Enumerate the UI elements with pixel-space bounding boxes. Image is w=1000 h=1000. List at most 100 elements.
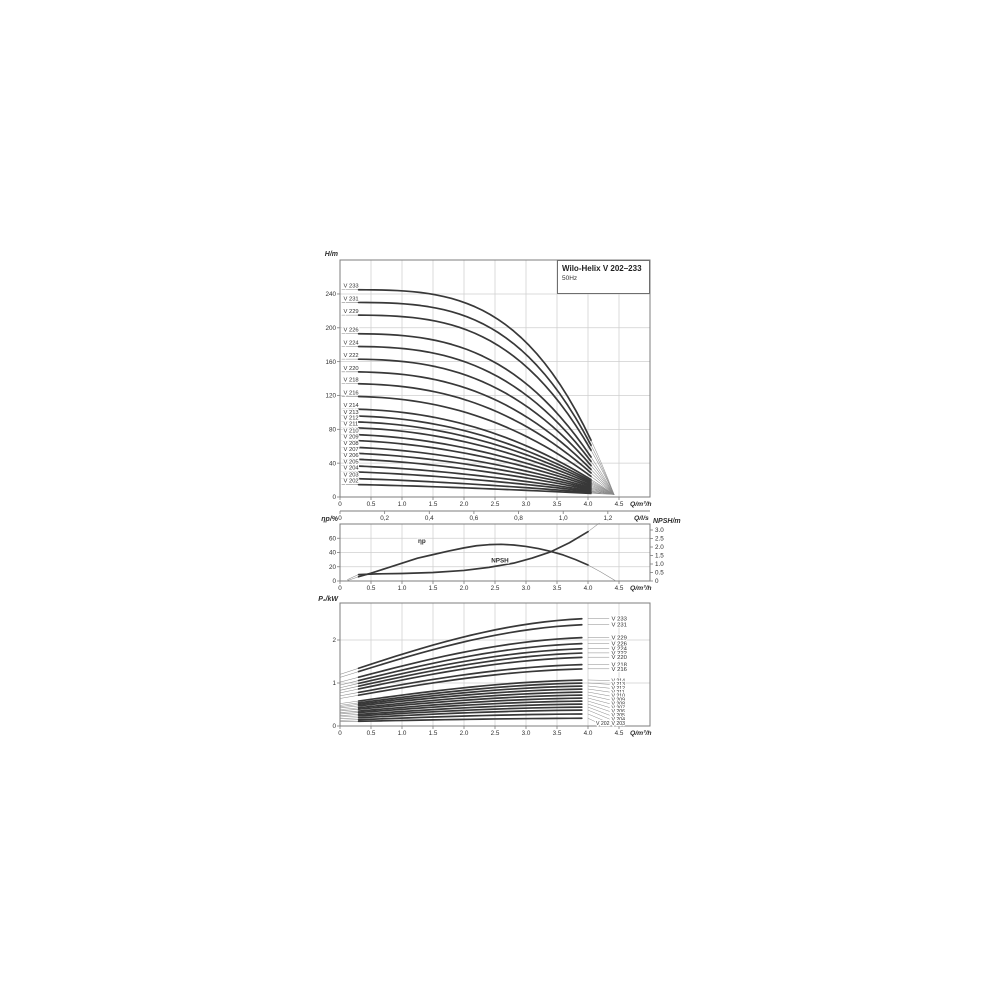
tick-label: 1.5	[655, 553, 664, 560]
curve-lead-V 220	[339, 688, 359, 694]
tick-label: 0.5	[655, 570, 664, 577]
curve-V 208	[357, 697, 583, 712]
tick-label: 4.5	[615, 501, 624, 508]
curve-label-V 204: V 204	[344, 466, 360, 472]
leader-V 207	[587, 700, 610, 708]
curve-V 205	[357, 465, 592, 492]
chart-title-box: Wilo-Helix V 202–233 50Hz	[557, 260, 650, 294]
curve-lead-V 204	[339, 717, 359, 719]
curve-lead-V 209	[339, 708, 359, 712]
tick-label: 3.0	[655, 527, 664, 534]
tick-label: 1.0	[398, 585, 407, 592]
curve-lead-V 212	[339, 704, 359, 707]
tick-label: 0.5	[367, 730, 376, 737]
tick-label: 3.5	[553, 585, 562, 592]
leader-V 210	[587, 691, 610, 697]
chart-frequency: 50Hz	[562, 275, 578, 282]
curve-label-V 231: V 231	[612, 623, 627, 629]
curve-V 224	[357, 647, 583, 685]
tick-label: 240	[325, 291, 336, 298]
tick-label: 4.0	[584, 730, 593, 737]
curve-lead-V 222	[339, 685, 359, 691]
tick-label: 200	[325, 325, 336, 332]
curve-label-V 206: V 206	[612, 709, 626, 715]
leader-V 206	[587, 703, 610, 712]
tick-label: 0	[338, 501, 342, 508]
curve-lead-V 229	[339, 676, 359, 683]
curve-label-V 214: V 214	[612, 678, 626, 684]
x-axis-label-power: Q/m³/h	[630, 730, 652, 737]
tick-label: 1.0	[398, 501, 407, 508]
y-axis-label-head: H/m	[325, 251, 338, 258]
curve-lead-V 224	[339, 683, 359, 689]
curve-label-ηp: ηp	[418, 538, 426, 545]
curve-V 216	[357, 395, 592, 478]
curve-lead-V 218	[339, 692, 359, 697]
curve-V 233	[357, 288, 592, 442]
curve-label-V 216: V 216	[344, 390, 359, 396]
chart-title: Wilo-Helix V 202–233	[562, 264, 642, 273]
tick-label: 1.0	[655, 561, 664, 568]
tick-label: 160	[325, 359, 336, 366]
tick-label: 1.0	[398, 730, 407, 737]
curve-V 213	[357, 415, 592, 483]
leader-V 214	[587, 679, 610, 681]
curve-V 218	[357, 382, 592, 474]
curve-label-V 226: V 226	[612, 641, 628, 647]
x-axis-label-mid: Q/m³/h	[630, 585, 652, 592]
y-axis-label-npsh: NPSH/m	[653, 518, 681, 525]
y-axis-label-power: P₂/kW	[318, 596, 339, 603]
tick-label: 40	[329, 460, 337, 467]
tick-label: 1	[332, 680, 336, 687]
y-axis-label-eta: ηp/%	[321, 516, 338, 523]
tick-label: 2.5	[491, 730, 500, 737]
curve-tail-V 202	[590, 493, 615, 495]
curve-lead-V 213	[339, 702, 359, 706]
curve-label-V 233: V 233	[612, 617, 628, 623]
leader-V 204	[587, 709, 610, 720]
curve-V 226	[357, 332, 592, 459]
tick-label: 0,6	[470, 515, 479, 522]
curve-V 211	[357, 688, 583, 707]
tick-label: 1.5	[429, 501, 438, 508]
curve-label-V 210: V 210	[344, 428, 359, 434]
tick-label: 3.0	[522, 585, 531, 592]
x-axis-label-head: Q/m³/h	[630, 501, 652, 508]
tick-label: 4.0	[584, 501, 593, 508]
curve-V 220	[357, 656, 583, 690]
curve-V 226	[357, 642, 583, 682]
curve-V 209	[357, 439, 592, 488]
curve-V 222	[357, 652, 583, 688]
curve-lead-V 203	[339, 719, 359, 721]
curve-lead-V 216	[339, 694, 359, 699]
curve-V 218	[357, 663, 583, 694]
tick-label: 2.0	[460, 501, 469, 508]
leader-V 202	[587, 718, 597, 723]
tick-label: 3.0	[522, 730, 531, 737]
tick-label: 0	[338, 585, 342, 592]
tick-label: 0,2	[380, 515, 389, 522]
curve-V 202	[357, 717, 583, 723]
tick-label: 1.5	[429, 585, 438, 592]
curve-V 212	[357, 421, 592, 484]
curve-label-V 209: V 209	[612, 698, 626, 704]
leader-V 205	[587, 706, 610, 716]
curve-label-V 212: V 212	[344, 416, 359, 422]
tick-label: 40	[329, 550, 337, 557]
curve-V 203	[357, 477, 592, 494]
curve-V 209	[357, 694, 583, 711]
tick-label: 3.5	[553, 730, 562, 737]
curve-label-V 204: V 204	[612, 717, 626, 723]
tick-label: 0	[338, 515, 342, 522]
tick-label: 20	[329, 564, 337, 571]
tick-label: 0.5	[367, 501, 376, 508]
curve-label-V 218: V 218	[612, 663, 628, 669]
leader-V 209	[587, 694, 610, 701]
curve-V 212	[357, 685, 583, 706]
curve-label-V 226: V 226	[344, 328, 359, 334]
curve-label-V 209: V 209	[344, 434, 359, 440]
curve-lead-V 210	[339, 707, 359, 710]
